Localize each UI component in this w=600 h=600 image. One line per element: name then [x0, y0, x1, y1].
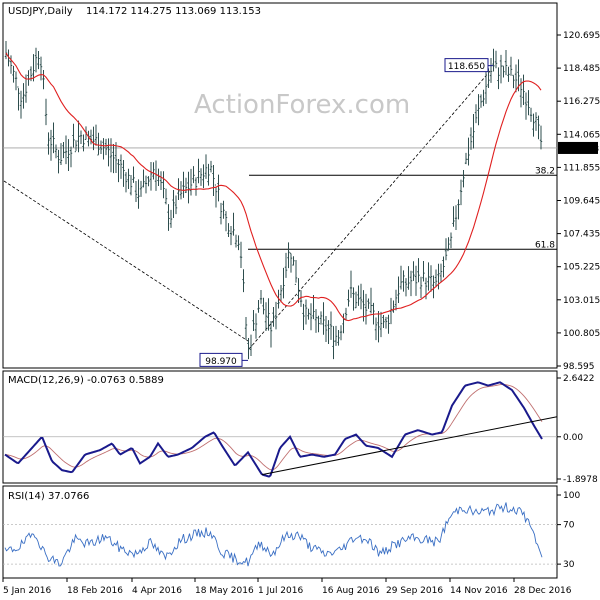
macd-title: MACD(12,26,9) -0.0763 0.5889	[8, 375, 164, 386]
x-tick-label: 1 Jul 2016	[258, 586, 303, 596]
trendline-dashed-down	[3, 180, 249, 342]
chart-header: USDJPY,Daily 114.172 114.275 113.069 113…	[8, 6, 261, 17]
current-price-badge	[558, 141, 598, 154]
price-trendlines: 38.2 61.8	[3, 69, 557, 350]
price-tick-label: 111.855	[563, 163, 600, 173]
macd-line	[4, 381, 543, 478]
rsi-panel-frame	[2, 485, 558, 579]
price-tick-label: 98.595	[563, 362, 595, 372]
price-tick-label: 100.805	[563, 329, 600, 339]
rsi-tick-label: 100	[563, 491, 580, 501]
high-annotation-label: 118.650	[448, 62, 485, 72]
macd-tick-label: 2.6422	[563, 374, 595, 384]
rsi-tick-label: 70	[563, 521, 575, 531]
macd-signal-line	[4, 383, 543, 471]
sma-line	[5, 52, 542, 322]
price-tick-label: 120.695	[563, 31, 600, 41]
current-price-label: 113.153	[562, 144, 599, 154]
x-axis: 5 Jan 2016 18 Feb 2016 4 Apr 2016 18 May 20…	[2, 578, 572, 596]
low-annotation-label: 98.970	[205, 357, 237, 367]
fib-label: 38.2	[535, 166, 555, 176]
price-tick-label: 114.065	[563, 130, 600, 140]
x-tick-label: 28 Dec 2016	[514, 586, 572, 596]
price-tick-label: 109.645	[563, 197, 600, 207]
x-tick-label: 16 Aug 2016	[322, 586, 380, 596]
x-tick-label: 18 May 2016	[195, 586, 254, 596]
price-tick-label: 105.225	[563, 263, 600, 273]
fib-label: 61.8	[535, 240, 555, 250]
rsi-layer	[3, 502, 557, 567]
rsi-tick-label: 30	[563, 560, 575, 570]
rsi-line	[4, 502, 543, 567]
x-tick-label: 4 Apr 2016	[132, 586, 182, 596]
macd-trendline	[261, 416, 558, 476]
watermark: ActionForex.com	[194, 90, 410, 120]
price-tick-label: 118.485	[563, 64, 600, 74]
price-tick-label: 116.275	[563, 97, 600, 107]
macd-tick-label: 0.00	[563, 433, 583, 443]
ohlc-readout: 114.172 114.275 113.069 113.153	[86, 6, 261, 17]
macd-layer	[3, 381, 558, 478]
low-annotation-box	[199, 352, 243, 367]
price-bars	[4, 41, 543, 360]
symbol-label: USDJPY,Daily	[8, 6, 73, 17]
price-axis: 120.695 118.485 116.275 114.065 111.855 109.6…	[557, 31, 600, 372]
trendline-dashed-up	[248, 69, 492, 350]
rsi-title: RSI(14) 37.0766	[8, 491, 89, 502]
price-annotations: 118.650 98.970 113.153	[199, 58, 599, 367]
high-annotation-box	[444, 58, 489, 73]
x-tick-label: 14 Nov 2016	[450, 586, 508, 596]
price-tick-label: 107.435	[563, 230, 600, 240]
x-tick-label: 29 Sep 2016	[386, 586, 443, 596]
x-tick-label: 18 Feb 2016	[67, 586, 123, 596]
macd-tick-label: -1.8978	[563, 475, 598, 485]
price-panel-frame	[2, 2, 558, 369]
price-tick-label: 103.015	[563, 296, 600, 306]
macd-panel-frame	[2, 370, 558, 484]
macd-axis: 2.6422 0.00 -1.8978	[557, 374, 598, 485]
x-tick-label: 5 Jan 2016	[3, 586, 51, 596]
sma-layer	[5, 52, 542, 322]
rsi-axis: 100 70 30	[557, 491, 580, 570]
